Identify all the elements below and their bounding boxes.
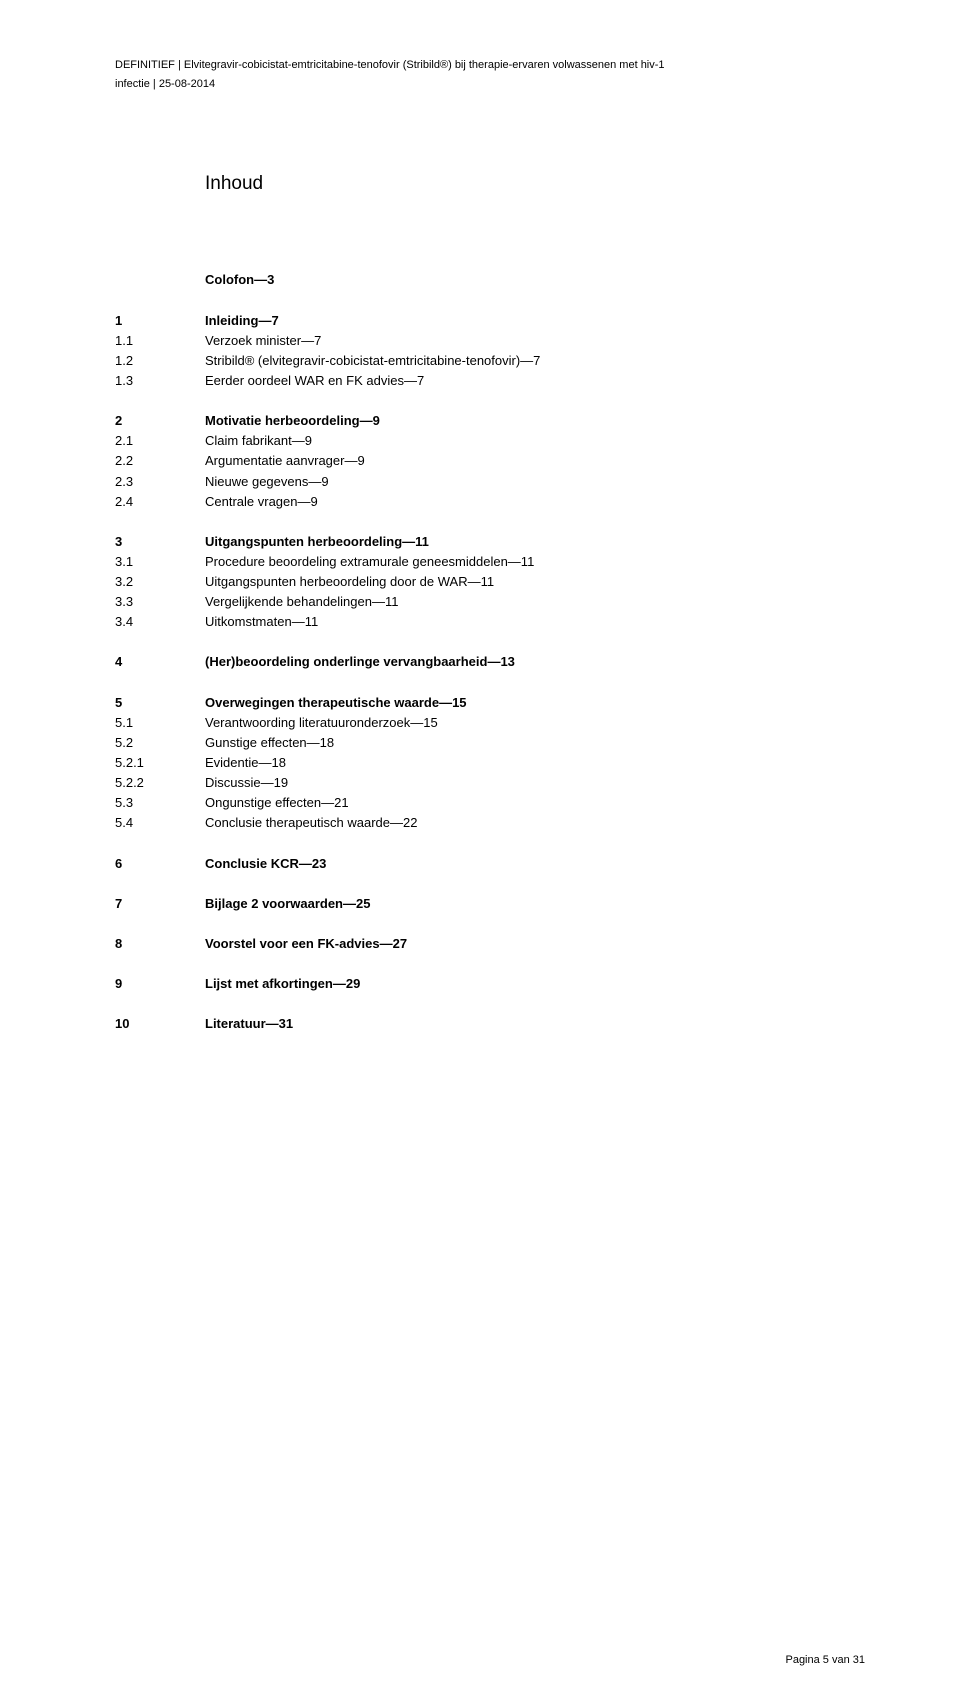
toc-entry: 1.1Verzoek minister—7 [115, 331, 845, 351]
toc-entry-number: 3.1 [115, 552, 205, 572]
toc-entry: 4(Her)beoordeling onderlinge vervangbaar… [115, 652, 845, 672]
toc-entry-text: Eerder oordeel WAR en FK advies—7 [205, 371, 845, 391]
toc-entry-number: 2 [115, 411, 205, 431]
toc-group: 10Literatuur—31 [115, 1014, 845, 1034]
toc-entry-number: 5.2.2 [115, 773, 205, 793]
toc-entry-number: 5.2 [115, 733, 205, 753]
toc-entry-text: Gunstige effecten—18 [205, 733, 845, 753]
toc-entry-text: Motivatie herbeoordeling—9 [205, 411, 845, 431]
toc-colofon: Colofon—3 [205, 270, 845, 290]
toc-entry-text: Argumentatie aanvrager—9 [205, 451, 845, 471]
toc-entry: 2.1Claim fabrikant—9 [115, 431, 845, 451]
toc-entry-text: Conclusie KCR—23 [205, 854, 845, 874]
document-header: DEFINITIEF | Elvitegravir-cobicistat-emt… [115, 56, 845, 93]
toc-entry: 5Overwegingen therapeutische waarde—15 [115, 693, 845, 713]
toc-entry: 7Bijlage 2 voorwaarden—25 [115, 894, 845, 914]
toc-entry-text: Lijst met afkortingen—29 [205, 974, 845, 994]
toc-entry: 1.2Stribild® (elvitegravir-cobicistat-em… [115, 351, 845, 371]
toc-group: 4(Her)beoordeling onderlinge vervangbaar… [115, 652, 845, 672]
toc-entry: 3.3Vergelijkende behandelingen—11 [115, 592, 845, 612]
toc-entry-text: Centrale vragen—9 [205, 492, 845, 512]
document-page: DEFINITIEF | Elvitegravir-cobicistat-emt… [0, 0, 960, 1034]
toc-entry-number: 5.1 [115, 713, 205, 733]
toc-group: 7Bijlage 2 voorwaarden—25 [115, 894, 845, 914]
toc-entry: 5.2.2Discussie—19 [115, 773, 845, 793]
toc-entry-text: Claim fabrikant—9 [205, 431, 845, 451]
toc-group: 9Lijst met afkortingen—29 [115, 974, 845, 994]
toc-entry-text: Uitgangspunten herbeoordeling—11 [205, 532, 845, 552]
toc-entry: 2.2Argumentatie aanvrager—9 [115, 451, 845, 471]
toc-entry-number: 2.2 [115, 451, 205, 471]
toc-entry: 3.4Uitkomstmaten—11 [115, 612, 845, 632]
toc-entry: 10Literatuur—31 [115, 1014, 845, 1034]
toc-entry-text: Inleiding—7 [205, 311, 845, 331]
toc-entry-text: Verantwoording literatuuronderzoek—15 [205, 713, 845, 733]
toc-entry: 2.4Centrale vragen—9 [115, 492, 845, 512]
toc-entry: 5.1Verantwoording literatuuronderzoek—15 [115, 713, 845, 733]
toc-entry-number: 2.4 [115, 492, 205, 512]
toc-entry-number: 5.3 [115, 793, 205, 813]
toc-entry-number: 2.1 [115, 431, 205, 451]
toc-entry-text: Conclusie therapeutisch waarde—22 [205, 813, 845, 833]
toc-entry-text: Nieuwe gegevens—9 [205, 472, 845, 492]
toc-entry-text: Voorstel voor een FK-advies—27 [205, 934, 845, 954]
toc-group: 2Motivatie herbeoordeling—92.1Claim fabr… [115, 411, 845, 512]
toc-entry: 9Lijst met afkortingen—29 [115, 974, 845, 994]
toc-entry-number: 3 [115, 532, 205, 552]
toc-entry: 1Inleiding—7 [115, 311, 845, 331]
toc-entry-number: 8 [115, 934, 205, 954]
toc-entry: 1.3Eerder oordeel WAR en FK advies—7 [115, 371, 845, 391]
toc-entry-number: 10 [115, 1014, 205, 1034]
toc-entry-number: 3.2 [115, 572, 205, 592]
toc-group: 8Voorstel voor een FK-advies—27 [115, 934, 845, 954]
toc-entry: 5.3Ongunstige effecten—21 [115, 793, 845, 813]
toc-entry-number: 1.1 [115, 331, 205, 351]
toc-entry: 6Conclusie KCR—23 [115, 854, 845, 874]
toc-entry-text: Bijlage 2 voorwaarden—25 [205, 894, 845, 914]
toc-entry: 5.4Conclusie therapeutisch waarde—22 [115, 813, 845, 833]
toc-entry-text: Procedure beoordeling extramurale genees… [205, 552, 845, 572]
toc-entry-text: (Her)beoordeling onderlinge vervangbaarh… [205, 652, 845, 672]
toc-entry-number: 4 [115, 652, 205, 672]
toc-entry: 3.2Uitgangspunten herbeoordeling door de… [115, 572, 845, 592]
toc-entry-number: 1.2 [115, 351, 205, 371]
toc-entry-text: Literatuur—31 [205, 1014, 845, 1034]
header-line-1: DEFINITIEF | Elvitegravir-cobicistat-emt… [115, 56, 845, 75]
toc-entry-number: 2.3 [115, 472, 205, 492]
header-line-2: infectie | 25-08-2014 [115, 75, 845, 94]
toc-entry: 3.1Procedure beoordeling extramurale gen… [115, 552, 845, 572]
toc-entry-text: Stribild® (elvitegravir-cobicistat-emtri… [205, 351, 845, 371]
toc-entry-number: 1 [115, 311, 205, 331]
toc-entry: 5.2Gunstige effecten—18 [115, 733, 845, 753]
toc-entry-number: 5.4 [115, 813, 205, 833]
toc-entry-number: 1.3 [115, 371, 205, 391]
toc-entry: 5.2.1Evidentie—18 [115, 753, 845, 773]
toc-entry-text: Evidentie—18 [205, 753, 845, 773]
toc-entry-number: 5 [115, 693, 205, 713]
toc-entry-text: Uitgangspunten herbeoordeling door de WA… [205, 572, 845, 592]
page-footer: Pagina 5 van 31 [785, 1654, 865, 1666]
page-title: Inhoud [205, 173, 845, 195]
toc-entry-number: 9 [115, 974, 205, 994]
toc-entry: 3Uitgangspunten herbeoordeling—11 [115, 532, 845, 552]
toc-entry-text: Vergelijkende behandelingen—11 [205, 592, 845, 612]
toc-entry-text: Overwegingen therapeutische waarde—15 [205, 693, 845, 713]
toc-entry-number: 3.3 [115, 592, 205, 612]
toc-entry-number: 3.4 [115, 612, 205, 632]
toc-entry-text: Ongunstige effecten—21 [205, 793, 845, 813]
toc-entry-text: Discussie—19 [205, 773, 845, 793]
toc-entry-text: Verzoek minister—7 [205, 331, 845, 351]
toc-group: 6Conclusie KCR—23 [115, 854, 845, 874]
toc-group: 5Overwegingen therapeutische waarde—155.… [115, 693, 845, 834]
toc-entry-number: 7 [115, 894, 205, 914]
toc-entry: 8Voorstel voor een FK-advies—27 [115, 934, 845, 954]
toc-group: 3Uitgangspunten herbeoordeling—113.1Proc… [115, 532, 845, 633]
toc-entry-text: Uitkomstmaten—11 [205, 612, 845, 632]
toc-entry-number: 6 [115, 854, 205, 874]
toc-entry: 2.3Nieuwe gegevens—9 [115, 472, 845, 492]
toc-entry-number: 5.2.1 [115, 753, 205, 773]
table-of-contents: Colofon—3 1Inleiding—71.1Verzoek ministe… [115, 270, 845, 1034]
toc-group: 1Inleiding—71.1Verzoek minister—71.2Stri… [115, 311, 845, 392]
toc-entry: 2Motivatie herbeoordeling—9 [115, 411, 845, 431]
